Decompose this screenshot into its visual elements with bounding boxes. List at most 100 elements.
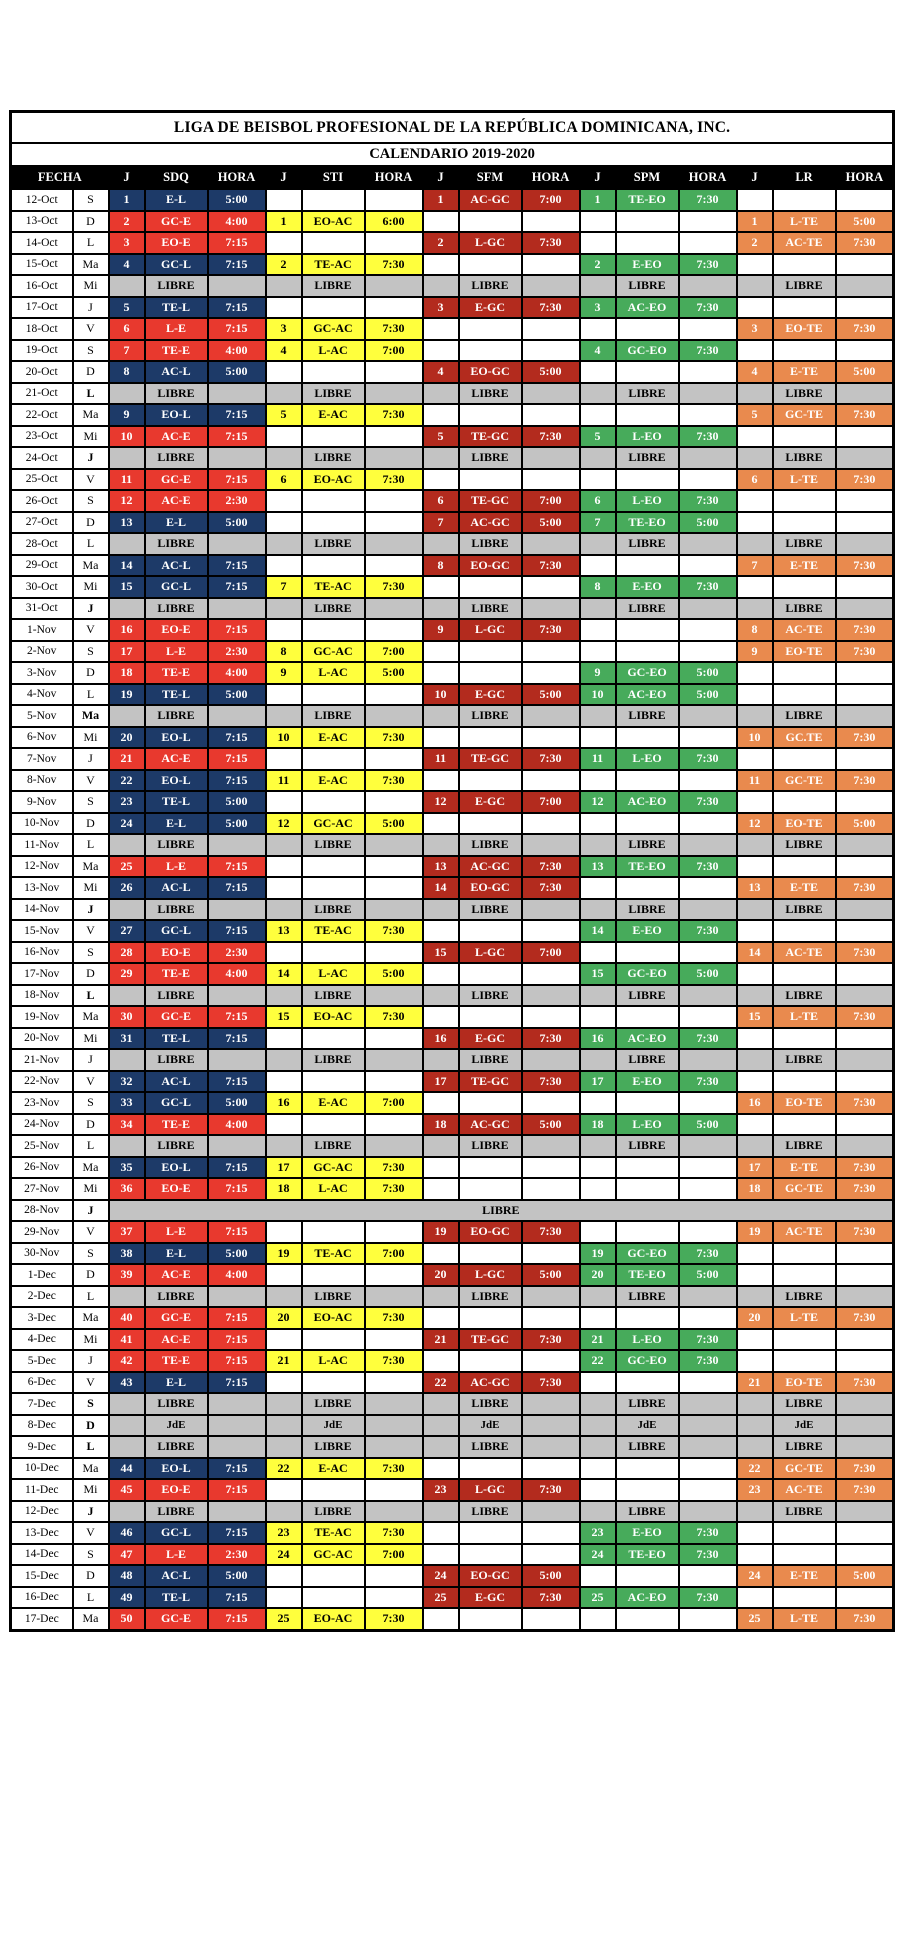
game-number-cell: 13 [107,510,146,534]
game-number-cell [735,682,774,706]
date-cell: 10-Dec [9,1456,74,1480]
time-cell [206,381,267,405]
matchup-cell [300,1112,366,1136]
game-number-cell: 24 [735,1564,774,1588]
game-number-cell [421,1456,460,1480]
game-number-cell: 18 [578,1112,617,1136]
time-cell [834,1284,895,1308]
time-cell: 5:00 [677,682,738,706]
time-cell: 7:30 [834,403,895,427]
time-cell [834,596,895,620]
time-cell: 7:15 [206,1585,267,1609]
libre-cell: LIBRE [300,446,366,470]
date-cell: 3-Nov [9,661,74,685]
game-number-cell [264,1069,303,1093]
matchup-cell: EO-L [143,1456,209,1480]
day-cell: Ma [71,1456,110,1480]
matchup-cell: TE-GC [457,1069,523,1093]
time-cell [520,1542,581,1566]
time-cell: 7:30 [520,618,581,642]
game-number-cell [421,1048,460,1072]
time-cell [363,295,424,319]
matchup-cell: GC-E [143,1306,209,1330]
matchup-cell: GC-TE [771,1177,837,1201]
matchup-cell: TE-E [143,338,209,362]
time-cell: 7:30 [677,1026,738,1050]
game-number-cell: 12 [264,811,303,835]
matchup-cell [614,1005,680,1029]
game-number-cell [421,381,460,405]
game-number-cell [421,1005,460,1029]
game-number-cell [421,704,460,728]
game-number-cell: 36 [107,1177,146,1201]
time-cell: 7:30 [834,725,895,749]
table-row: 16-Dec L 49 TE-L 7:15 25 E-GC 7:30 25 AC-EO 7:30 [9,1585,895,1609]
day-cell: Mi [71,1026,110,1050]
time-cell [206,1413,267,1437]
time-cell [363,1284,424,1308]
time-cell [677,1478,738,1502]
date-cell: 11-Nov [9,833,74,857]
game-number-cell [264,833,303,857]
table-row: 1-Dec D 39 AC-E 4:00 20 L-GC 5:00 20 TE-EO 5:00 [9,1263,895,1287]
libre-cell: LIBRE [457,704,523,728]
date-cell: 14-Oct [9,231,74,255]
date-cell: 30-Oct [9,575,74,599]
matchup-cell [614,317,680,341]
game-number-cell [735,1499,774,1523]
time-cell [520,1091,581,1115]
game-number-cell: 1 [107,188,146,212]
matchup-cell: E-L [143,1241,209,1265]
game-number-cell [735,1413,774,1437]
day-cell: Ma [71,1306,110,1330]
matchup-cell [457,661,523,685]
matchup-cell [614,618,680,642]
time-cell: 7:15 [206,1521,267,1545]
date-cell: 6-Dec [9,1370,74,1394]
game-number-cell [578,274,617,298]
libre-cell: LIBRE [143,1499,209,1523]
game-number-cell [421,661,460,685]
game-number-cell: 19 [421,1220,460,1244]
libre-cell: LIBRE [457,381,523,405]
time-cell [834,575,895,599]
date-cell: 29-Nov [9,1220,74,1244]
time-cell: 5:00 [206,790,267,814]
day-cell: S [71,1542,110,1566]
libre-cell: LIBRE [457,446,523,470]
game-number-cell: 22 [578,1349,617,1373]
libre-cell: LIBRE [300,983,366,1007]
time-cell [677,1370,738,1394]
matchup-cell [300,940,366,964]
game-number-cell [421,1306,460,1330]
time-cell [834,252,895,276]
game-number-cell: 7 [421,510,460,534]
time-cell [677,1091,738,1115]
time-cell: 2:30 [206,940,267,964]
libre-cell: LIBRE [300,1284,366,1308]
game-number-cell [735,575,774,599]
header-game-col-sti: J [264,165,303,190]
time-cell: 7:00 [520,489,581,513]
game-number-cell [264,1435,303,1459]
game-number-cell: 1 [735,209,774,233]
game-number-cell: 10 [264,725,303,749]
matchup-cell: TE-GC [457,1327,523,1351]
table-row: 18-Nov L LIBRE LIBRE LIBRE LIBRE LIBRE [9,983,895,1007]
time-cell [834,682,895,706]
game-number-cell [421,575,460,599]
date-cell: 19-Nov [9,1005,74,1029]
time-cell: 7:30 [363,575,424,599]
matchup-cell [300,510,366,534]
game-number-cell [735,446,774,470]
libre-cell: LIBRE [300,1435,366,1459]
time-cell [677,209,738,233]
time-cell: 5:00 [206,510,267,534]
time-cell [520,704,581,728]
libre-cell: LIBRE [771,446,837,470]
time-cell: 5:00 [520,510,581,534]
libre-cell: LIBRE [143,532,209,556]
time-cell [206,1392,267,1416]
time-cell: 2:30 [206,1542,267,1566]
game-number-cell [421,1241,460,1265]
